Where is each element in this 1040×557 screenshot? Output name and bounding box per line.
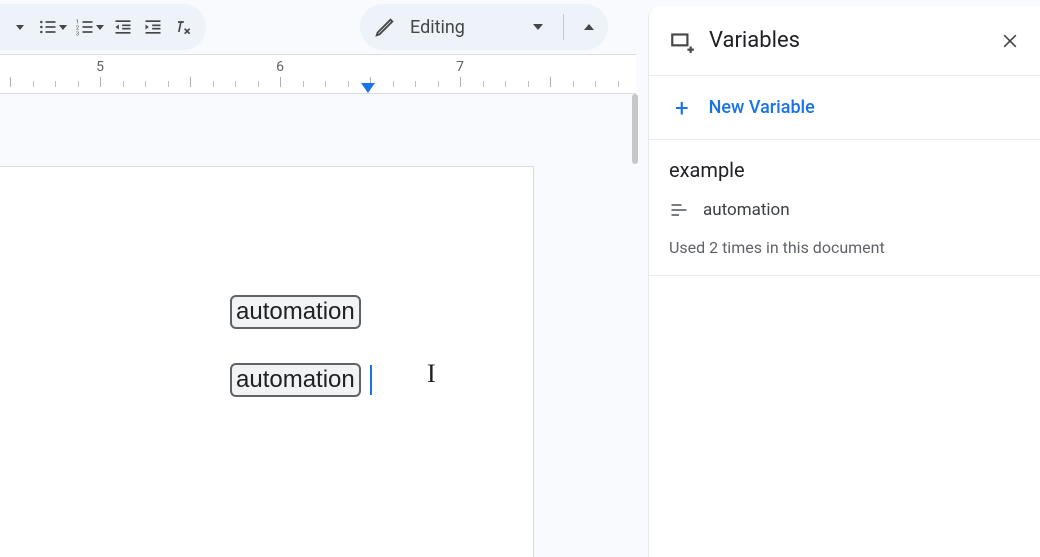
indent-marker[interactable] [361, 83, 375, 93]
text-caret [370, 365, 372, 395]
plus-icon: + [675, 96, 689, 120]
toolbar-pill: 1 2 3 [0, 4, 206, 50]
editing-mode-selector[interactable]: Editing [360, 4, 608, 50]
ruler-tick-major [280, 77, 281, 87]
ruler-tick-minor [213, 81, 214, 87]
toolbar-separator [563, 14, 564, 40]
editing-mode-label: Editing [410, 17, 465, 38]
increase-indent-button[interactable] [140, 11, 166, 43]
text-variable-icon [669, 200, 689, 220]
ruler-tick-minor [415, 81, 416, 87]
variable-section-title: example [669, 158, 1020, 182]
ruler-tick-minor [618, 81, 619, 87]
numbered-list-icon: 1 2 3 [75, 17, 95, 37]
ruler-tick-minor [505, 81, 506, 87]
decrease-indent-button[interactable] [110, 11, 136, 43]
increase-indent-icon [143, 17, 163, 37]
ruler-tick-minor [348, 81, 349, 87]
caret-only-button[interactable] [6, 11, 32, 43]
chevron-down-icon [533, 24, 543, 30]
ruler-tick-minor [33, 81, 34, 87]
vertical-scrollbar[interactable] [632, 94, 638, 164]
ruler-tick-minor [595, 81, 596, 87]
variable-usage-text: Used 2 times in this document [669, 238, 1020, 257]
ruler-tick-minor [303, 81, 304, 87]
ruler-tick-minor [325, 81, 326, 87]
ruler-number: 5 [96, 59, 104, 75]
horizontal-ruler[interactable]: 5 6 7 [0, 54, 636, 94]
chevron-down-icon [96, 25, 104, 30]
ruler-tick-minor [123, 81, 124, 87]
variable-section: example automation Used 2 times in this … [649, 140, 1040, 276]
variable-name: automation [703, 200, 790, 220]
bulleted-list-button[interactable] [36, 11, 69, 43]
new-variable-label: New Variable [709, 97, 815, 118]
svg-text:3: 3 [76, 31, 79, 37]
sidepanel-header: Variables [649, 6, 1040, 76]
variable-row[interactable]: automation [669, 200, 1020, 220]
pencil-icon [374, 16, 396, 38]
clear-formatting-icon [173, 17, 193, 37]
document-page[interactable]: automation automation I [0, 166, 534, 557]
ruler-tick-minor [528, 81, 529, 87]
chevron-up-icon[interactable] [584, 24, 594, 30]
clear-formatting-button[interactable] [170, 11, 196, 43]
ruler-tick-minor [55, 81, 56, 87]
variable-chip[interactable]: automation [230, 295, 361, 329]
ruler-tick-minor [483, 81, 484, 87]
ruler-tick-minor [258, 81, 259, 87]
ruler-tick-major [460, 77, 461, 87]
variable-chip[interactable]: automation [230, 363, 361, 397]
decrease-indent-icon [113, 17, 133, 37]
ruler-number: 6 [276, 59, 284, 75]
ruler-tick-major [550, 77, 551, 87]
sidepanel-title: Variables [709, 28, 1000, 53]
ruler-tick-major [100, 77, 101, 87]
variables-panel-icon [669, 28, 695, 54]
document-canvas: automation automation I [0, 94, 636, 557]
numbered-list-button[interactable]: 1 2 3 [73, 11, 106, 43]
bulleted-list-icon [38, 17, 58, 37]
new-variable-button[interactable]: + New Variable [649, 76, 1040, 140]
ruler-tick-minor [78, 81, 79, 87]
ruler-tick-minor [235, 81, 236, 87]
ruler-tick-major [10, 77, 11, 87]
ruler-tick-minor [393, 81, 394, 87]
ruler-tick-minor [168, 81, 169, 87]
variables-sidepanel: Variables + New Variable example automat… [648, 6, 1040, 557]
chevron-down-icon [59, 25, 67, 30]
ruler-tick-major [190, 77, 191, 87]
ibeam-cursor-icon: I [427, 359, 436, 389]
ruler-tick-minor [145, 81, 146, 87]
close-button[interactable] [1000, 31, 1020, 51]
close-icon [1000, 31, 1020, 51]
ruler-tick-minor [573, 81, 574, 87]
ruler-tick-minor [438, 81, 439, 87]
ruler-number: 7 [456, 59, 464, 75]
